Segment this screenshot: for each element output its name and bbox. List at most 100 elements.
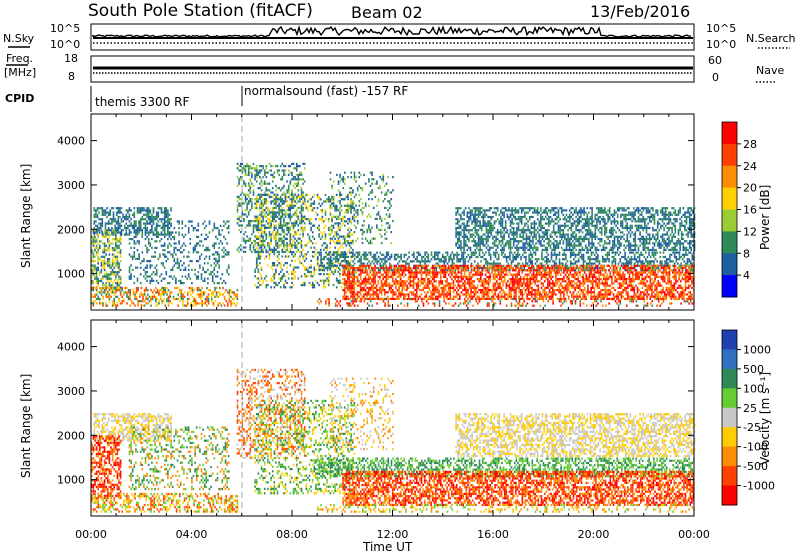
range-gate-cell <box>134 293 136 296</box>
range-gate-cell <box>236 195 239 198</box>
range-gate-cell <box>183 242 185 245</box>
range-gate-cell <box>624 255 626 259</box>
range-gate-cell <box>218 257 220 260</box>
range-gate-cell <box>236 293 239 296</box>
range-gate-cell <box>344 171 346 174</box>
range-gate-cell <box>348 269 351 272</box>
range-gate-cell <box>477 262 479 265</box>
range-gate-cell <box>380 291 383 294</box>
range-gate-cell <box>247 189 250 192</box>
range-gate-cell <box>139 282 142 285</box>
range-gate-cell <box>118 240 120 243</box>
range-gate-cell <box>367 273 370 276</box>
range-gate-cell <box>125 218 128 221</box>
range-gate-cell <box>268 235 271 238</box>
range-gate-cell <box>331 195 333 198</box>
range-gate-cell <box>212 304 215 307</box>
range-gate-cell <box>388 269 391 272</box>
range-gate-cell <box>111 291 114 294</box>
range-gate-cell <box>598 260 601 263</box>
range-gate-cell <box>337 233 340 236</box>
range-gate-cell <box>107 229 110 232</box>
range-gate-cell <box>170 253 172 256</box>
range-gate-cell <box>106 211 108 214</box>
range-gate-cell <box>350 240 352 243</box>
range-gate-cell <box>279 209 282 212</box>
range-gate-cell <box>284 281 287 284</box>
range-gate-cell <box>224 238 227 241</box>
range-gate-cell <box>360 260 362 263</box>
range-gate-cell <box>284 196 287 199</box>
range-gate-cell <box>249 220 252 223</box>
range-gate-cell <box>446 269 449 272</box>
range-gate-cell <box>385 237 388 240</box>
range-gate-cell <box>260 284 263 287</box>
range-gate-cell <box>287 169 290 172</box>
range-gate-cell <box>337 182 340 185</box>
range-gate-cell <box>146 279 148 282</box>
range-gate-cell <box>105 231 107 234</box>
range-gate-cell <box>197 251 200 254</box>
range-gate-cell <box>385 271 388 274</box>
range-gate-cell <box>360 209 362 212</box>
range-gate-cell <box>144 229 147 232</box>
range-gate-cell <box>438 264 440 267</box>
range-gate-cell <box>186 255 188 258</box>
range-gate-cell <box>343 204 346 207</box>
range-gate-cell <box>187 229 190 232</box>
range-gate-cell <box>585 262 588 265</box>
range-gate-cell <box>278 206 280 209</box>
range-gate-cell <box>336 215 338 218</box>
range-gate-cell <box>208 273 211 276</box>
range-gate-cell <box>281 268 284 271</box>
range-gate-cell <box>302 202 304 205</box>
range-gate-cell <box>166 286 168 290</box>
range-gate-cell <box>203 262 206 265</box>
range-gate-cell <box>260 255 263 258</box>
range-gate-cell <box>270 165 272 168</box>
range-gate-cell <box>566 260 569 263</box>
range-gate-cell <box>315 218 317 221</box>
range-gate-cell <box>379 258 382 261</box>
range-gate-cell <box>246 224 248 227</box>
range-gate-cell <box>130 273 132 276</box>
range-gate-cell <box>299 242 301 245</box>
range-gate-cell <box>528 253 530 256</box>
range-gate-cell <box>294 176 296 179</box>
range-gate-cell <box>133 253 136 256</box>
range-gate-cell <box>295 184 298 187</box>
range-gate-cell <box>294 270 296 273</box>
range-gate-cell <box>270 233 272 236</box>
range-gate-cell <box>95 286 98 290</box>
range-gate-cell <box>105 295 107 298</box>
range-gate-cell <box>147 275 150 278</box>
range-gate-cell <box>685 269 687 272</box>
range-gate-cell <box>339 229 341 232</box>
range-gate-cell <box>292 235 295 238</box>
range-gate-cell <box>295 182 298 185</box>
range-gate-cell <box>291 178 293 181</box>
range-gate-cell <box>262 224 264 227</box>
range-gate-cell <box>157 231 160 234</box>
range-gate-cell <box>291 273 293 276</box>
range-gate-cell <box>111 253 114 256</box>
range-gate-cell <box>351 273 354 276</box>
range-gate-cell <box>371 273 373 276</box>
range-gate-cell <box>147 240 150 243</box>
range-gate-cell <box>523 269 526 272</box>
range-gate-cell <box>115 229 118 232</box>
range-gate-cell <box>252 220 255 223</box>
range-gate-cell <box>563 258 566 261</box>
range-gate-cell <box>433 297 436 300</box>
range-gate-cell <box>611 255 614 259</box>
range-gate-cell <box>382 178 385 181</box>
range-gate-cell <box>291 222 293 225</box>
range-gate-cell <box>257 193 260 196</box>
range-gate-cell <box>374 282 376 285</box>
range-gate-cell <box>268 220 271 223</box>
range-gate-cell <box>691 269 694 272</box>
range-gate-cell <box>601 258 604 261</box>
range-gate-cell <box>347 264 349 267</box>
range-gate-cell <box>108 275 111 278</box>
range-gate-cell <box>425 255 428 259</box>
